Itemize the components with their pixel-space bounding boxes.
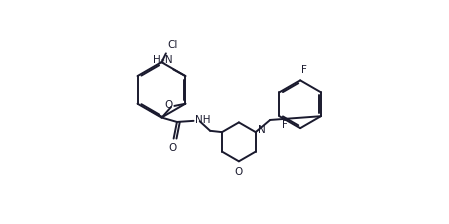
- Text: H₂N: H₂N: [153, 55, 172, 65]
- Text: F: F: [282, 120, 287, 129]
- Text: O: O: [235, 167, 243, 177]
- Text: O: O: [164, 100, 173, 110]
- Text: F: F: [301, 65, 307, 75]
- Text: O: O: [168, 143, 176, 153]
- Text: NH: NH: [194, 115, 210, 125]
- Text: N: N: [258, 125, 266, 135]
- Text: Cl: Cl: [167, 40, 177, 50]
